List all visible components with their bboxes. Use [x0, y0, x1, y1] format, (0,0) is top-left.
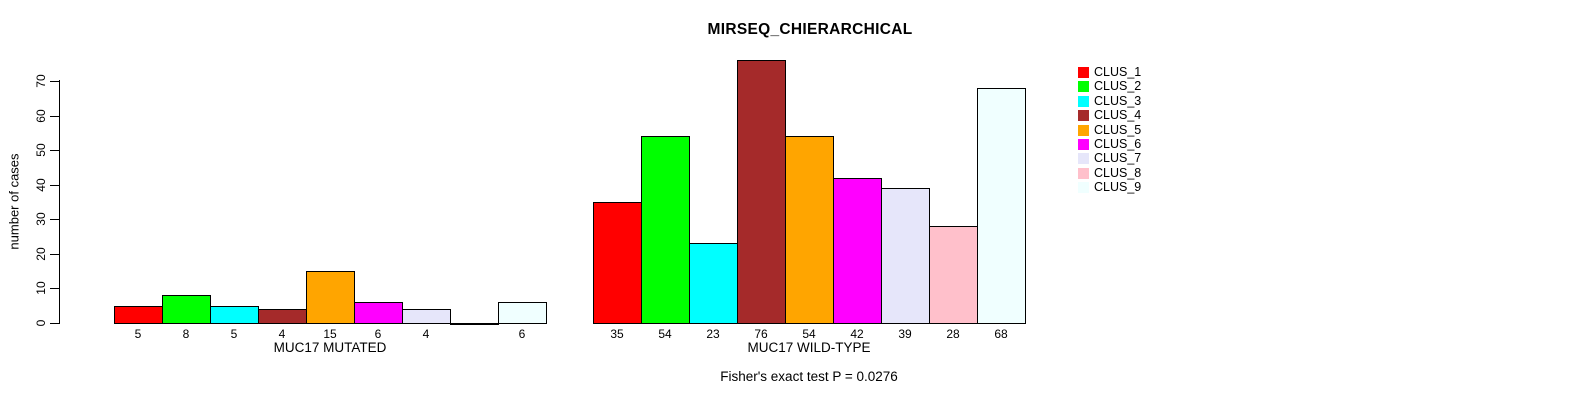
bar-clus_7-mutated: [402, 309, 451, 324]
legend-label-clus_9: CLUS_9: [1094, 180, 1142, 194]
bar-clus_2-mutated: [162, 295, 211, 324]
y-tick-label: 10: [34, 281, 48, 295]
y-tick-label: 40: [34, 178, 48, 192]
legend-swatch-clus_9: [1078, 182, 1089, 193]
bar-value-label: 6: [374, 327, 382, 341]
legend-swatch-clus_5: [1078, 125, 1089, 136]
x-axis-label-mutated: MUC17 MUTATED: [273, 340, 387, 355]
legend-label-clus_6: CLUS_6: [1094, 137, 1142, 151]
legend-swatch-clus_8: [1078, 168, 1089, 179]
bar-clus_9-mutated: [498, 302, 547, 324]
y-axis-line: [59, 80, 60, 324]
bar-clus_9-wildtype: [977, 88, 1026, 324]
bar-value-label: 4: [422, 327, 430, 341]
legend-label-clus_5: CLUS_5: [1094, 123, 1142, 137]
bar-value-label: 35: [610, 327, 624, 341]
legend-swatch-clus_2: [1078, 81, 1089, 92]
legend-swatch-clus_7: [1078, 153, 1089, 164]
bar-clus_6-mutated: [354, 302, 403, 324]
legend-label-clus_1: CLUS_1: [1094, 65, 1142, 79]
y-tick-label: 50: [34, 143, 48, 157]
legend-label-clus_4: CLUS_4: [1094, 108, 1142, 122]
legend-label-clus_8: CLUS_8: [1094, 166, 1142, 180]
legend-label-clus_2: CLUS_2: [1094, 79, 1142, 93]
y-tick-label: 60: [34, 109, 48, 123]
y-axis-label: number of cases: [6, 153, 22, 250]
legend-swatch-clus_4: [1078, 110, 1089, 121]
bar-clus_5-mutated: [306, 271, 355, 324]
bar-value-label: 76: [754, 327, 768, 341]
y-tick-label: 30: [34, 212, 48, 226]
bar-value-label: 5: [134, 327, 142, 341]
chart-title: MIRSEQ_CHIERARCHICAL: [707, 21, 913, 38]
bar-value-label: 6: [518, 327, 526, 341]
legend-label-clus_3: CLUS_3: [1094, 94, 1142, 108]
y-tick: [50, 219, 59, 220]
bar-clus_7-wildtype: [881, 188, 930, 324]
y-tick: [50, 288, 59, 289]
y-tick: [50, 116, 59, 117]
legend-label-clus_7: CLUS_7: [1094, 151, 1142, 165]
y-tick: [50, 150, 59, 151]
y-tick: [50, 81, 59, 82]
bar-value-label: 8: [182, 327, 190, 341]
legend-swatch-clus_6: [1078, 139, 1089, 150]
bar-value-label: 15: [323, 327, 337, 341]
bar-value-label: 68: [994, 327, 1008, 341]
bar-value-label: 23: [706, 327, 720, 341]
bar-clus_6-wildtype: [833, 178, 882, 324]
footnote-fisher-test: Fisher's exact test P = 0.0276: [720, 369, 898, 384]
bar-clus_4-wildtype: [737, 60, 786, 324]
bar-value-label: 54: [658, 327, 672, 341]
y-tick-label: 20: [34, 247, 48, 261]
bar-clus_8-wildtype: [929, 226, 978, 324]
x-axis-label-wildtype: MUC17 WILD-TYPE: [747, 340, 871, 355]
bar-clus_1-wildtype: [593, 202, 642, 324]
bar-value-label: 54: [802, 327, 816, 341]
bar-clus_1-mutated: [114, 306, 163, 324]
bar-clus_8-mutated: [450, 323, 499, 325]
bar-value-label: 42: [850, 327, 864, 341]
legend-swatch-clus_3: [1078, 96, 1089, 107]
bar-value-label: 5: [230, 327, 238, 341]
legend-swatch-clus_1: [1078, 67, 1089, 78]
y-tick: [50, 323, 59, 324]
y-tick: [50, 254, 59, 255]
y-tick: [50, 185, 59, 186]
bar-clus_4-mutated: [258, 309, 307, 324]
bar-value-label: 39: [898, 327, 912, 341]
y-tick-label: 0: [34, 319, 48, 327]
y-tick-label: 70: [34, 74, 48, 88]
bar-clus_3-wildtype: [689, 243, 738, 324]
bar-clus_5-wildtype: [785, 136, 834, 324]
bar-value-label: 28: [946, 327, 960, 341]
bar-clus_2-wildtype: [641, 136, 690, 324]
bar-value-label: 4: [278, 327, 286, 341]
bar-clus_3-mutated: [210, 306, 259, 324]
